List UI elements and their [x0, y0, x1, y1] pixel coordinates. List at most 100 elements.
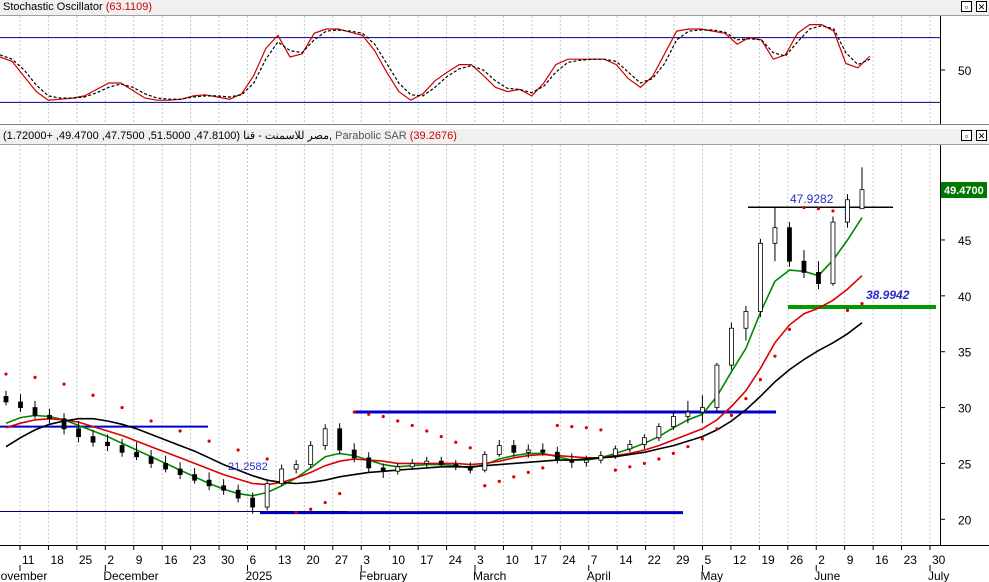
- x-month-label: December: [103, 569, 158, 582]
- x-day-label: 25: [79, 553, 93, 567]
- sar-dot: [715, 427, 719, 431]
- sar-dot: [599, 428, 603, 432]
- price-y-label: 40: [958, 290, 972, 304]
- candle-body: [61, 418, 67, 430]
- candle-body: [700, 407, 705, 413]
- x-day-label: 10: [392, 553, 406, 567]
- x-day-label: 2: [818, 553, 825, 567]
- x-day-label: 18: [50, 553, 64, 567]
- sar-dot: [91, 393, 95, 397]
- x-day-label: 29: [676, 553, 690, 567]
- last-price-tag: [941, 182, 987, 199]
- price-restore-button[interactable]: ▫: [961, 130, 972, 141]
- candle-body: [366, 457, 372, 469]
- candle-body: [47, 414, 52, 420]
- candle-body: [496, 445, 502, 455]
- price-close-button[interactable]: ✕: [976, 130, 987, 141]
- annotation-low: 21.2582: [228, 461, 268, 473]
- x-day-label: 11: [22, 553, 35, 567]
- x-day-label: 30: [932, 553, 946, 567]
- ma-mid-line: [5, 275, 863, 486]
- sar-dot: [729, 413, 734, 417]
- x-day-label: 2: [107, 553, 114, 567]
- candle-body: [511, 445, 517, 453]
- x-day-label: 7: [591, 553, 598, 567]
- candle-body: [859, 189, 865, 210]
- sar-dot: [555, 423, 559, 428]
- last-price-label: 49.4700: [944, 185, 984, 197]
- x-day-label: 24: [449, 553, 463, 567]
- sar-dot: [657, 457, 661, 461]
- stochastic-value: (63.1109): [105, 1, 152, 13]
- x-month-label: June: [814, 569, 840, 582]
- x-day-label: 6: [250, 553, 257, 567]
- sar-dot: [338, 492, 342, 496]
- x-month-label: April: [587, 569, 611, 582]
- candle-body: [772, 227, 778, 244]
- candle-body: [177, 468, 183, 476]
- candle-body: [627, 444, 633, 450]
- x-day-label: 3: [477, 553, 484, 567]
- sar-dot: [62, 382, 66, 386]
- stochastic-restore-button[interactable]: ▫: [961, 1, 972, 12]
- x-day-label: 10: [505, 553, 519, 567]
- indicator-value: (39.2676): [409, 130, 457, 142]
- x-day-label: 16: [164, 553, 178, 567]
- sar-dot: [454, 440, 458, 444]
- candle-body: [743, 311, 749, 329]
- sar-dot: [309, 507, 313, 511]
- sar-dot: [483, 484, 487, 488]
- candle-body: [583, 459, 589, 463]
- annotation-support: 38.9942: [866, 288, 910, 302]
- sar-dot: [642, 461, 646, 466]
- sar-dot: [468, 446, 472, 450]
- stochastic-close-button[interactable]: ✕: [976, 1, 987, 12]
- x-day-label: 3: [363, 553, 370, 567]
- candle-body: [90, 436, 96, 443]
- price-title: مصر للاسمنت - قنا (47.8100, 51.5000, 47.…: [3, 129, 457, 144]
- price-panel-header: مصر للاسمنت - قنا (47.8100, 51.5000, 47.…: [0, 129, 989, 145]
- stochastic-y-label: 50: [958, 64, 972, 78]
- candle-body: [612, 448, 618, 457]
- stochastic-panel-header: Stochastic Oscillator (63.1109) ▫ ✕: [0, 0, 989, 16]
- candle-body: [279, 468, 285, 484]
- candle-body: [351, 449, 357, 459]
- candle-body: [105, 441, 110, 446]
- stochastic-title: Stochastic Oscillator (63.1109): [3, 0, 152, 15]
- sar-dot: [845, 308, 850, 312]
- sar-dot: [120, 405, 124, 410]
- x-day-label: 30: [221, 553, 235, 567]
- price-y-label: 30: [958, 402, 972, 416]
- candle-body: [540, 449, 546, 453]
- ma-slow-line: [5, 322, 863, 485]
- sar-dot: [686, 445, 690, 449]
- candle-body: [264, 483, 270, 508]
- sar-dot: [149, 419, 153, 423]
- candle-body: [293, 464, 299, 470]
- ma-fast-line: [5, 217, 863, 497]
- x-day-label: 19: [761, 553, 775, 567]
- x-month-label: May: [701, 569, 724, 582]
- ohlc-readout: (47.8100, 51.5000, 47.7500, 49.4700, +1.…: [3, 130, 333, 142]
- x-day-label: 23: [193, 553, 207, 567]
- candle-body: [816, 271, 821, 284]
- sar-dot: [831, 209, 835, 213]
- candle-body: [250, 497, 256, 508]
- candle-body: [163, 463, 168, 470]
- candle-body: [119, 445, 125, 453]
- sar-dot: [367, 412, 371, 416]
- candle-body: [134, 451, 139, 458]
- x-day-label: 17: [534, 553, 548, 567]
- sar-dot: [700, 437, 705, 441]
- x-day-label: 14: [619, 553, 633, 567]
- indicator-name: Parabolic SAR: [335, 130, 407, 142]
- sar-dot: [236, 448, 240, 452]
- candle-body: [235, 489, 241, 499]
- x-day-label: 16: [875, 553, 889, 567]
- candle-body: [714, 364, 720, 408]
- instrument-name: مصر للاسمنت - قنا: [243, 130, 330, 142]
- sar-dot: [497, 479, 501, 483]
- candle-body: [482, 454, 488, 471]
- sar-dot: [758, 378, 763, 382]
